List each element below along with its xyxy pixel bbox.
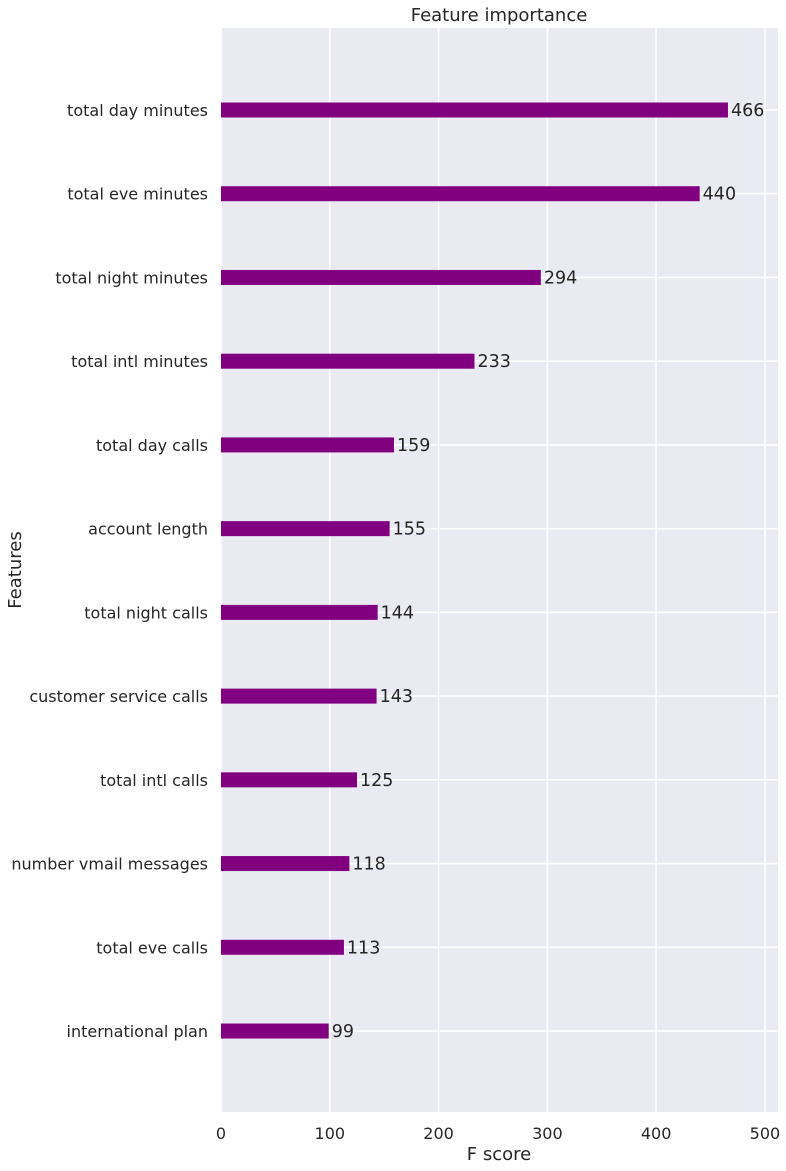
y-tick-label: total intl calls	[100, 771, 208, 790]
y-tick-label: international plan	[67, 1022, 208, 1041]
bar	[221, 186, 700, 202]
bar-value-label: 155	[393, 520, 426, 540]
bar-value-label: 99	[332, 1022, 354, 1042]
bar-value-label: 118	[352, 855, 385, 875]
data-labels: 466 440 294 233 159 155 144 143 125 118 113 99	[332, 101, 765, 1042]
x-tick-label: 500	[750, 1124, 781, 1143]
y-tick-label: total eve calls	[96, 938, 208, 957]
x-tick-label: 300	[532, 1124, 563, 1143]
bar-value-label: 113	[347, 938, 380, 958]
bar	[221, 521, 390, 537]
bar-value-label: 143	[380, 687, 413, 707]
bar-value-label: 466	[731, 101, 764, 121]
x-axis-label: F score	[467, 1144, 531, 1165]
x-tick-label: 200	[423, 1124, 454, 1143]
bars	[221, 102, 728, 1039]
bar	[221, 1023, 329, 1039]
bar	[221, 688, 377, 704]
chart-title: Feature importance	[411, 5, 588, 26]
bar-value-label: 144	[381, 603, 414, 623]
y-tick-label: total day calls	[96, 436, 208, 455]
bar	[221, 939, 344, 955]
y-tick-labels: total day minutes total eve minutes total …	[11, 101, 208, 1041]
bar	[221, 772, 357, 788]
bar-value-label: 233	[477, 352, 510, 372]
bar-value-label: 159	[397, 436, 430, 456]
x-tick-label: 100	[315, 1124, 346, 1143]
x-tick-label: 0	[216, 1124, 226, 1143]
y-tick-label: total eve minutes	[67, 185, 208, 204]
x-tick-label: 400	[641, 1124, 672, 1143]
bar	[221, 102, 728, 118]
bar	[221, 353, 475, 369]
y-tick-label: total day minutes	[67, 101, 208, 120]
y-tick-label: total intl minutes	[71, 352, 208, 371]
y-tick-label: total night minutes	[55, 268, 208, 287]
bar	[221, 856, 350, 872]
bar	[221, 269, 541, 285]
bar	[221, 437, 394, 453]
y-axis-label: Features	[5, 531, 26, 608]
bar-value-label: 125	[360, 771, 393, 791]
bar-value-label: 294	[544, 268, 577, 288]
bar-value-label: 440	[703, 185, 736, 205]
y-tick-label: number vmail messages	[11, 855, 208, 874]
plot-background	[221, 28, 778, 1112]
x-tick-labels: 0 100 200 300 400 500	[216, 1124, 780, 1143]
bar	[221, 604, 378, 620]
y-tick-label: account length	[88, 520, 208, 539]
y-tick-label: customer service calls	[29, 687, 208, 706]
y-tick-label: total night calls	[84, 603, 208, 622]
